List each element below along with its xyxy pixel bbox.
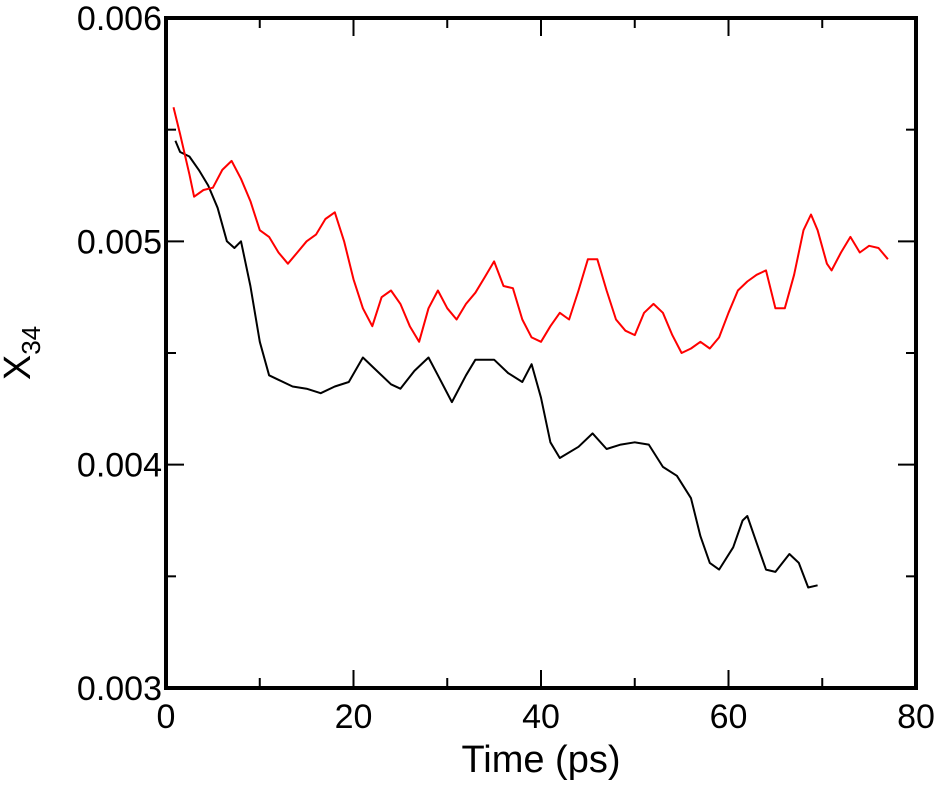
- x-axis-title: Time (ps): [461, 739, 620, 781]
- minor-ticks: [166, 18, 916, 688]
- x-tick-label-1: 20: [335, 698, 373, 736]
- series-line-1: [174, 140, 818, 589]
- y-tick-label-1: 0.004: [77, 447, 162, 485]
- y-tick-label-0: 0.003: [77, 670, 162, 708]
- plot-frame: [164, 16, 918, 690]
- y-tick-label-3: 0.006: [77, 0, 162, 38]
- major-ticks: [165, 17, 917, 689]
- x-tick-label-3: 60: [710, 698, 748, 736]
- x-tick-label-2: 40: [522, 698, 560, 736]
- x-tick-label-0: 0: [157, 698, 176, 736]
- series-layer: [172, 107, 889, 589]
- y-tick-labels: 0.003 0.004 0.005 0.006: [77, 0, 162, 708]
- x-tick-label-4: 80: [897, 698, 935, 736]
- y-axis-title-subscript: 34: [16, 326, 46, 355]
- y-tick-label-2: 0.005: [77, 223, 162, 261]
- x-tick-labels: 0 20 40 60 80: [157, 698, 935, 736]
- y-axis-title-main: X: [0, 355, 39, 380]
- series-line-2: [172, 107, 889, 354]
- y-axis-title: X34: [0, 326, 46, 380]
